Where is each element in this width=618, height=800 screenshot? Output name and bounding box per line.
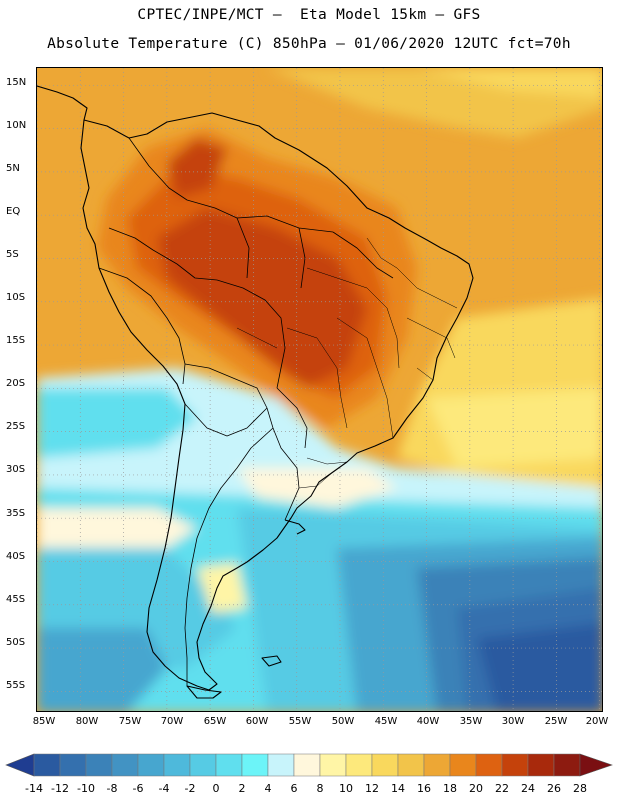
- lat-label-10n: 10N: [6, 120, 27, 131]
- lat-label-5n: 5N: [6, 163, 20, 174]
- state-borders: [236, 237, 458, 489]
- colorbar-cell: [345, 753, 373, 777]
- lat-label-45s: 45S: [6, 594, 26, 605]
- lon-label-75w: 75W: [118, 716, 142, 727]
- lat-label-25s: 25S: [6, 421, 26, 432]
- colorbar-cell: [293, 753, 321, 777]
- colorbar-cell: [267, 753, 295, 777]
- lon-label-55w: 55W: [288, 716, 312, 727]
- lat-label-10s: 10S: [6, 292, 26, 303]
- lat-label-5s: 5S: [6, 249, 19, 260]
- colorbar-label: 16: [417, 782, 431, 795]
- lat-label-15n: 15N: [6, 77, 27, 88]
- colorbar-label: 14: [391, 782, 405, 795]
- lat-label-40s: 40S: [6, 551, 26, 562]
- colorbar-cell: [371, 753, 399, 777]
- lon-label-60w: 60W: [245, 716, 269, 727]
- colorbar-label: -10: [77, 782, 95, 795]
- colorbar-cell: [501, 753, 529, 777]
- lat-label-55s: 55S: [6, 680, 26, 691]
- colorbar-cell: [33, 753, 61, 777]
- lon-label-85w: 85W: [32, 716, 56, 727]
- title-line-1: CPTEC/INPE/MCT – Eta Model 15km – GFS: [137, 7, 481, 23]
- gridlines: [37, 68, 602, 711]
- lat-label-30s: 30S: [6, 464, 26, 475]
- colorbar-label: 12: [365, 782, 379, 795]
- colorbar-label: -8: [106, 782, 118, 795]
- colorbar-cell: [137, 753, 165, 777]
- lon-label-30w: 30W: [501, 716, 525, 727]
- colorbar-label: 6: [290, 782, 298, 795]
- lat-label-50s: 50S: [6, 637, 26, 648]
- colorbar-label: 22: [495, 782, 509, 795]
- colorbar-cell: [241, 753, 269, 777]
- lon-label-25w: 25W: [544, 716, 568, 727]
- lon-label-40w: 40W: [416, 716, 440, 727]
- lon-label-35w: 35W: [459, 716, 483, 727]
- lat-label-20s: 20S: [6, 378, 26, 389]
- lon-label-50w: 50W: [331, 716, 355, 727]
- colorbar-cell: [85, 753, 113, 777]
- colorbar-cell: [449, 753, 477, 777]
- colorbar-cell: [111, 753, 139, 777]
- colorbar-cell: [189, 753, 217, 777]
- lon-label-65w: 65W: [203, 716, 227, 727]
- country-borders: [98, 137, 394, 686]
- colorbar-label: 28: [573, 782, 587, 795]
- colorbar-label: 4: [264, 782, 272, 795]
- colorbar-label: 26: [547, 782, 561, 795]
- colorbar-label: 8: [316, 782, 324, 795]
- colorbar-label: 18: [443, 782, 457, 795]
- lon-label-45w: 45W: [374, 716, 398, 727]
- lon-label-20w: 20W: [585, 716, 609, 727]
- colorbar-cell: [527, 753, 555, 777]
- coastline: [37, 85, 474, 699]
- central-america-coast: [37, 85, 88, 121]
- south-america-coast: [80, 112, 474, 691]
- lat-label-35s: 35S: [6, 508, 26, 519]
- map-panel: [36, 67, 603, 712]
- colorbar-label: 2: [238, 782, 246, 795]
- colorbar-cell: [423, 753, 451, 777]
- colorbar-low-arrow: [5, 753, 35, 777]
- colorbar-label: -4: [158, 782, 170, 795]
- lon-label-80w: 80W: [75, 716, 99, 727]
- colorbar-cell: [319, 753, 347, 777]
- colorbar-cell: [215, 753, 243, 777]
- colorbar-cell: [397, 753, 425, 777]
- falklands: [261, 655, 282, 667]
- colorbar-cell: [163, 753, 191, 777]
- colorbar-label: -6: [132, 782, 144, 795]
- colorbar-label: -2: [184, 782, 196, 795]
- colorbar-high-arrow: [579, 753, 613, 777]
- lat-label-15s: 15S: [6, 335, 26, 346]
- temperature-map: [37, 68, 602, 711]
- colorbar-cell: [553, 753, 581, 777]
- colorbar-label: -12: [51, 782, 69, 795]
- tierra-del-fuego: [186, 685, 222, 699]
- colorbar-cell: [475, 753, 503, 777]
- rio-de-la-plata: [284, 519, 306, 535]
- lat-label-eq: EQ: [6, 206, 21, 217]
- lon-label-70w: 70W: [160, 716, 184, 727]
- colorbar-label: 24: [521, 782, 535, 795]
- colorbar-label: -14: [25, 782, 43, 795]
- colorbar-cell: [59, 753, 87, 777]
- colorbar-label: 20: [469, 782, 483, 795]
- temperature-field: [37, 68, 602, 711]
- colorbar-label: 10: [339, 782, 353, 795]
- colorbar: [5, 753, 613, 777]
- colorbar-label: 0: [212, 782, 220, 795]
- title-line-2: Absolute Temperature (C) 850hPa – 01/06/…: [47, 36, 571, 52]
